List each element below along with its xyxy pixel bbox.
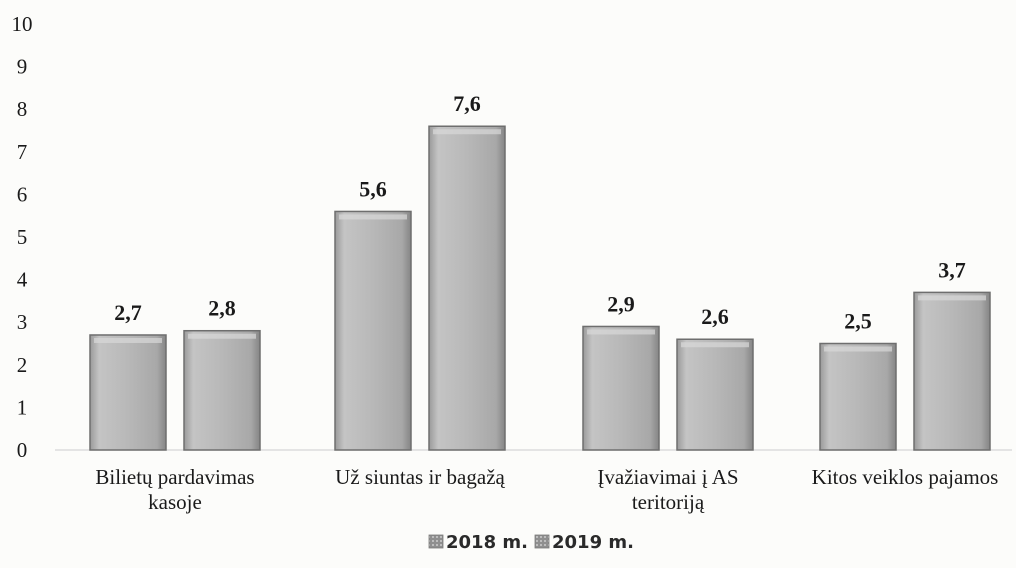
bar-body xyxy=(582,325,660,451)
y-tick-label: 0 xyxy=(17,438,28,462)
bar-bevel xyxy=(587,329,655,335)
bar-bevel xyxy=(433,129,501,135)
bar-body xyxy=(676,338,754,451)
bar-bevel xyxy=(188,333,256,339)
y-tick-label: 7 xyxy=(17,140,28,164)
data-label: 2,9 xyxy=(607,291,635,316)
bar-bevel xyxy=(339,214,407,220)
y-tick-label: 6 xyxy=(17,182,28,206)
category-label: Įvažiavimai į AS xyxy=(597,465,738,489)
bar-bevel xyxy=(681,342,749,348)
data-label: 7,6 xyxy=(453,91,481,116)
bar-body xyxy=(183,329,261,451)
data-label: 2,5 xyxy=(844,309,872,334)
bar-bevel xyxy=(824,346,892,352)
legend-swatch xyxy=(428,534,444,549)
bar-bevel xyxy=(94,337,162,343)
bar-body xyxy=(913,291,991,451)
bar-body xyxy=(428,125,506,451)
y-tick-label: 5 xyxy=(17,225,28,249)
bar-body xyxy=(89,334,167,451)
legend-label: 2018 m. xyxy=(446,532,528,553)
data-label: 3,7 xyxy=(938,257,966,282)
data-label: 2,6 xyxy=(701,304,729,329)
bar xyxy=(582,325,660,451)
category-label: Bilietų pardavimas xyxy=(95,465,254,489)
category-label: teritoriją xyxy=(632,490,705,514)
y-tick-label: 9 xyxy=(17,55,28,79)
bar xyxy=(819,342,897,451)
y-tick-label: 2 xyxy=(17,353,28,377)
y-tick-label: 3 xyxy=(17,310,28,334)
bar-body xyxy=(334,210,412,451)
bar xyxy=(183,329,261,451)
bar xyxy=(428,125,506,451)
y-tick-label: 8 xyxy=(17,97,28,121)
bar xyxy=(334,210,412,451)
data-label: 2,7 xyxy=(114,300,142,325)
bar-body xyxy=(819,342,897,451)
category-label: kasoje xyxy=(148,490,202,514)
data-label: 2,8 xyxy=(208,296,236,321)
category-label: Kitos veiklos pajamos xyxy=(812,465,999,489)
category-label: Už siuntas ir bagažą xyxy=(335,465,505,489)
y-tick-label: 4 xyxy=(17,268,28,292)
bar xyxy=(676,338,754,451)
y-tick-label: 1 xyxy=(17,395,28,419)
bar xyxy=(89,334,167,451)
data-label: 5,6 xyxy=(359,176,387,201)
legend-label: 2019 m. xyxy=(552,532,634,553)
bar xyxy=(913,291,991,451)
legend-swatch xyxy=(534,534,550,549)
bar-bevel xyxy=(918,295,986,301)
y-tick-label: 10 xyxy=(12,12,33,36)
